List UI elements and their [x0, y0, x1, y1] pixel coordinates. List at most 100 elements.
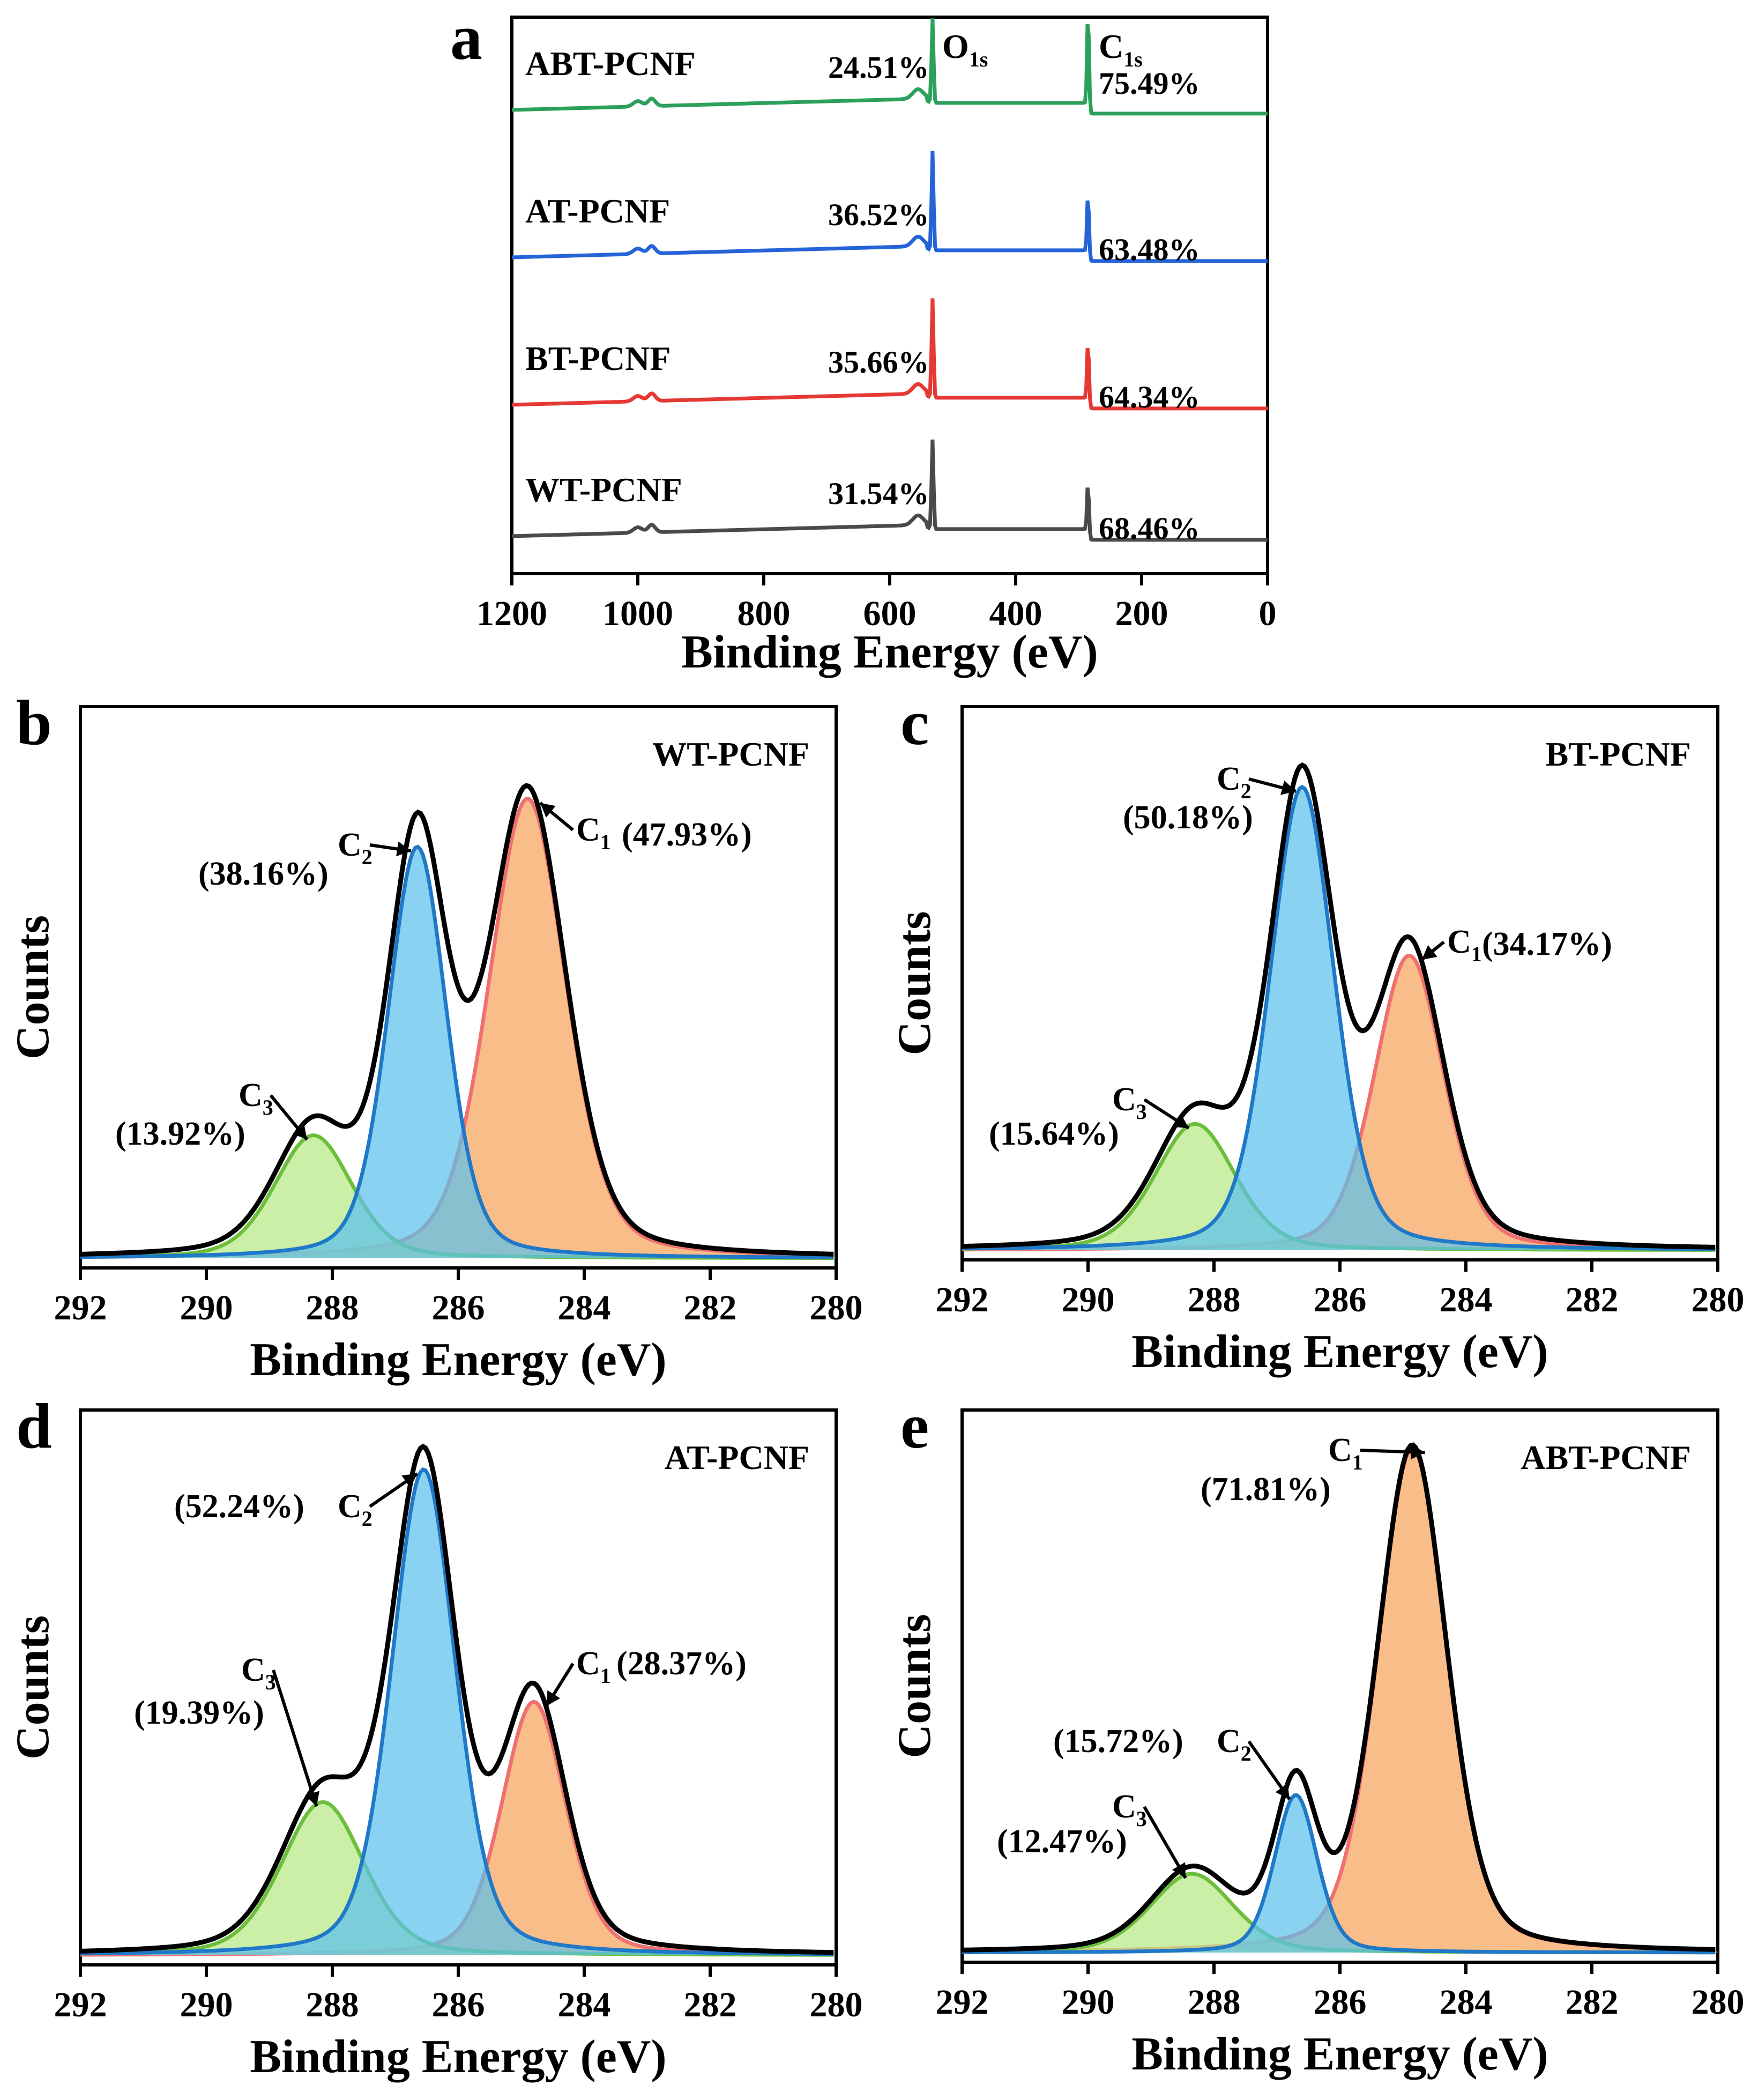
b-C3-area	[80, 1135, 836, 1258]
a-spectrum-ABT-PCNF	[511, 18, 1268, 116]
a-o1s-percent: 36.52%	[828, 197, 929, 232]
d-envelope-line	[80, 1443, 834, 1955]
b-xtick-label: 286	[432, 1288, 485, 1327]
b-C2-area	[80, 847, 836, 1258]
e-C3-arrow-head	[1172, 1862, 1186, 1878]
panel-d-letter: d	[16, 1390, 52, 1461]
panel-c-xaxis-label: Binding Energy (eV)	[1131, 1326, 1548, 1378]
a-xtick-label: 0	[1259, 594, 1277, 633]
c-C2-percent: (50.18%)	[1123, 799, 1253, 836]
a-xtick-label: 1000	[602, 594, 673, 633]
b-C1-label: C1	[576, 812, 611, 854]
d-C1-arrow-head	[546, 1690, 561, 1706]
d-xtick-label: 282	[684, 1985, 737, 2024]
b-C1-arrow-head	[540, 803, 556, 818]
d-xtick-label: 280	[810, 1985, 863, 2024]
panel-d-title: AT-PCNF	[665, 1438, 809, 1476]
d-xtick-label: 284	[558, 1985, 611, 2024]
a-c1s-peak-label: C1s	[1099, 27, 1143, 71]
c-C3-area	[962, 1124, 1718, 1250]
c-C2-line	[962, 784, 1716, 1251]
a-c1s-percent: 63.48%	[1099, 232, 1200, 267]
a-xtick-label: 1200	[476, 594, 547, 633]
panel-b-letter: b	[16, 687, 52, 758]
e-xtick-label: 284	[1440, 1983, 1493, 2022]
b-xtick-label: 280	[810, 1288, 863, 1327]
b-C1-percent: (47.93%)	[622, 817, 752, 853]
a-o1s-percent: 24.51%	[828, 50, 929, 85]
d-C2-percent: (52.24%)	[174, 1488, 304, 1525]
a-o1s-peak-label: O1s	[942, 27, 988, 71]
panel-e-xaxis-label: Binding Energy (eV)	[1131, 2028, 1548, 2080]
d-C3-arrow-head	[305, 1791, 320, 1807]
a-xtick-label: 600	[863, 594, 917, 633]
d-xtick-label: 292	[54, 1985, 107, 2024]
c-xtick-label: 290	[1062, 1280, 1115, 1319]
d-C1-percent: (28.37%)	[616, 1645, 747, 1682]
panel-c-letter: c	[900, 687, 929, 758]
c-C1-percent: (34.17%)	[1482, 926, 1612, 962]
b-C2-line	[80, 844, 834, 1259]
a-xtick-label: 400	[989, 594, 1042, 633]
c-C1-arrow-head	[1421, 945, 1437, 960]
c-xtick-label: 284	[1440, 1280, 1493, 1319]
d-C1-label: C1	[576, 1645, 611, 1688]
d-C2-arrow-head	[401, 1473, 418, 1488]
c-C1-label: C1	[1447, 924, 1482, 966]
d-C3-percent: (19.39%)	[134, 1695, 264, 1731]
b-C3-percent: (13.92%)	[115, 1116, 245, 1152]
e-C2-percent: (15.72%)	[1053, 1723, 1183, 1760]
a-xtick-label: 800	[738, 594, 791, 633]
e-C3-label: C3	[1112, 1789, 1147, 1831]
d-C3-label: C3	[241, 1652, 276, 1694]
panel-e-letter: e	[900, 1390, 929, 1461]
e-C2-line	[962, 1793, 1716, 1955]
c-C3-arrow-head	[1173, 1114, 1189, 1129]
a-o1s-percent: 31.54%	[828, 476, 929, 511]
e-xtick-label: 280	[1692, 1983, 1745, 2022]
a-c1s-percent: 68.46%	[1099, 511, 1200, 546]
e-C1-label: C1	[1328, 1432, 1363, 1474]
a-c1s-percent: 64.34%	[1099, 380, 1200, 414]
e-C1-arrow-head	[1411, 1444, 1425, 1460]
e-xtick-label: 288	[1188, 1983, 1241, 2022]
b-xtick-label: 282	[684, 1288, 737, 1327]
b-C2-arrow-head	[396, 841, 411, 857]
b-envelope-line	[80, 783, 834, 1257]
e-xtick-label: 290	[1062, 1983, 1115, 2022]
a-spectrum-WT-PCNF	[511, 439, 1268, 542]
a-spectrum-AT-PCNF	[511, 151, 1268, 263]
e-xtick-label: 286	[1314, 1983, 1367, 2022]
a-series-label: ABT-PCNF	[525, 44, 696, 83]
c-xtick-label: 282	[1566, 1280, 1619, 1319]
panel-b-title: WT-PCNF	[652, 735, 809, 773]
d-C2-area	[80, 1470, 836, 1955]
b-xtick-label: 290	[180, 1288, 233, 1327]
e-C3-area	[962, 1874, 1718, 1953]
e-C2-arrow-head	[1275, 1783, 1290, 1799]
panel-e-yaxis-label: Counts	[889, 1614, 941, 1758]
panel-b-yaxis-label: Counts	[7, 915, 59, 1059]
c-xtick-label: 292	[936, 1280, 989, 1319]
c-C2-arrow-head	[1280, 780, 1296, 795]
a-xaxis-label: Binding Energy (eV)	[681, 626, 1098, 678]
e-xtick-label: 292	[936, 1983, 989, 2022]
c-C3-percent: (15.64%)	[989, 1116, 1119, 1152]
c-xtick-label: 280	[1692, 1280, 1745, 1319]
b-xtick-label: 288	[306, 1288, 359, 1327]
a-xtick-label: 200	[1115, 594, 1168, 633]
panel-c-title: BT-PCNF	[1546, 735, 1691, 773]
e-C2-label: C2	[1217, 1723, 1252, 1765]
panel-a-letter: a	[450, 2, 482, 73]
e-C1-percent: (71.81%)	[1201, 1471, 1331, 1508]
c-C3-label: C3	[1112, 1081, 1147, 1124]
b-C2-percent: (38.16%)	[198, 856, 329, 892]
a-c1s-percent: 75.49%	[1099, 66, 1200, 101]
c-C2-label: C2	[1217, 761, 1252, 803]
panel-d-xaxis-label: Binding Energy (eV)	[250, 2031, 666, 2083]
d-xtick-label: 288	[306, 1985, 359, 2024]
a-series-label: AT-PCNF	[525, 192, 670, 230]
a-o1s-percent: 35.66%	[828, 345, 929, 380]
d-xtick-label: 290	[180, 1985, 233, 2024]
